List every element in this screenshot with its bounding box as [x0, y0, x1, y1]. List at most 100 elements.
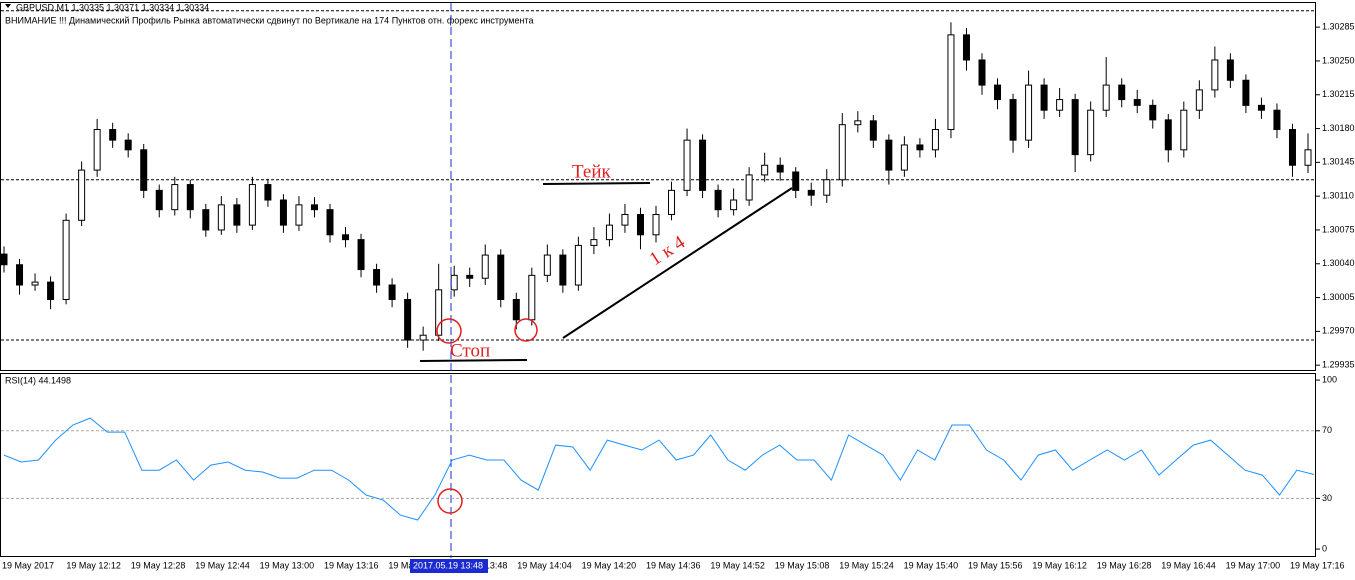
candle-body	[466, 274, 474, 279]
candle-body	[217, 204, 225, 231]
x-tick-label: 19 May 15:40	[904, 560, 959, 570]
candle-body	[1087, 109, 1095, 156]
candle-body	[1133, 99, 1141, 106]
candle-body	[1304, 149, 1312, 166]
candle-body	[776, 164, 784, 173]
y-tick-label: 1.30250	[1322, 55, 1355, 65]
candle-body	[621, 214, 629, 226]
y-tick-label: 1.29935	[1322, 360, 1355, 370]
candle-body	[1040, 84, 1048, 111]
x-tick-label: 19 May 13:16	[324, 560, 379, 570]
x-tick-label: 19 May 15:08	[775, 560, 830, 570]
stop-label: Стоп	[450, 340, 490, 361]
y-tick-label: 0	[1322, 543, 1327, 553]
x-tick-label: 19 May 12:28	[131, 560, 186, 570]
candle-body	[978, 59, 986, 86]
candle-body	[497, 254, 505, 300]
rsi-title: RSI(14) 44.1498	[5, 375, 71, 385]
x-tick-label: 19 May 16:12	[1032, 560, 1087, 570]
y-tick-label: 1.30110	[1322, 191, 1354, 201]
candle-body	[109, 129, 117, 141]
candle-body	[388, 284, 396, 300]
marker-circle	[437, 488, 463, 514]
y-tick-label: 1.30180	[1322, 123, 1355, 133]
x-tick-label: 19 May 17:00	[1226, 560, 1281, 570]
candle-body	[62, 219, 70, 300]
candle-body	[1180, 109, 1188, 151]
candle-body	[0, 253, 8, 266]
y-tick-label: 1.30215	[1322, 89, 1355, 99]
x-tick-label: 19 May 15:56	[968, 560, 1023, 570]
candle-body	[279, 199, 287, 226]
candle-body	[1056, 99, 1064, 111]
candle-body	[745, 174, 753, 201]
candle-body	[543, 254, 551, 276]
x-tick-label: 19 May 14:52	[710, 560, 765, 570]
candle-body	[140, 149, 148, 191]
x-tick-label: 19 May 14:04	[517, 560, 572, 570]
candle-body	[559, 254, 567, 286]
candle-body	[931, 129, 939, 151]
candle-body	[761, 164, 769, 176]
candle-body	[807, 189, 815, 196]
marker-circle	[436, 318, 462, 344]
candle-body	[233, 204, 241, 226]
candle-body	[838, 124, 846, 181]
candle-body	[171, 184, 179, 211]
take-line	[542, 182, 651, 185]
x-tick-label: 19 May 16:44	[1161, 560, 1216, 570]
candle-body	[78, 169, 86, 221]
y-tick-label: 1.30145	[1322, 157, 1355, 167]
candle-body	[947, 34, 955, 131]
candle-body	[1273, 109, 1281, 131]
y-tick-label: 100	[1322, 374, 1337, 384]
take-label: Тейк	[572, 161, 611, 182]
y-tick-label: 70	[1322, 425, 1332, 435]
candle-body	[16, 264, 24, 286]
candle-body	[450, 274, 458, 291]
candle-body	[1071, 99, 1079, 156]
menu-icon[interactable]	[5, 4, 11, 8]
candle-body	[1211, 59, 1219, 91]
candle-body	[528, 274, 536, 321]
candle-body	[652, 214, 660, 236]
candle-body	[699, 139, 707, 191]
candle-body	[31, 281, 39, 286]
candle-body	[435, 289, 443, 336]
ratio-line	[562, 187, 793, 339]
candle-body	[1257, 104, 1265, 111]
candle-body	[47, 281, 55, 300]
crosshair-label: 2017.05.19 13:48	[413, 560, 483, 570]
warning-text: ВНИМАНИЕ !!! Динамический Профиль Рынка …	[5, 15, 533, 25]
candle-body	[310, 204, 318, 211]
candle-body	[792, 171, 800, 191]
candle-body	[636, 214, 644, 236]
x-tick-label: 19 May 12:12	[66, 560, 121, 570]
candle-body	[823, 179, 831, 196]
crosshair-box	[410, 559, 488, 573]
x-tick-label: 19 May 2017	[2, 560, 54, 570]
candle-body	[419, 334, 427, 341]
x-tick-label: 19 May 16:28	[1097, 560, 1152, 570]
candle-body	[916, 144, 924, 151]
candle-body	[1195, 89, 1203, 111]
rsi-line	[3, 417, 1315, 521]
candle-body	[342, 234, 350, 241]
symbol-line: GBPUSD,M1 1.30335 1.30371 1.30334 1.3033…	[16, 2, 209, 12]
candle-body	[590, 239, 598, 246]
candle-body	[714, 189, 722, 211]
candle-body	[1149, 104, 1157, 121]
y-tick-label: 1.30040	[1322, 258, 1355, 268]
x-tick-label: 19 May 17:16	[1290, 560, 1345, 570]
candle-body	[885, 139, 893, 171]
candle-body	[854, 120, 862, 126]
candle-body	[1025, 84, 1033, 141]
candle-body	[124, 139, 132, 151]
candle-body	[994, 84, 1002, 101]
price-panel	[0, 2, 1316, 371]
candle-body	[373, 269, 381, 286]
candle-body	[404, 298, 412, 341]
candle-body	[481, 254, 489, 279]
y-tick-label: 1.30285	[1322, 22, 1355, 32]
